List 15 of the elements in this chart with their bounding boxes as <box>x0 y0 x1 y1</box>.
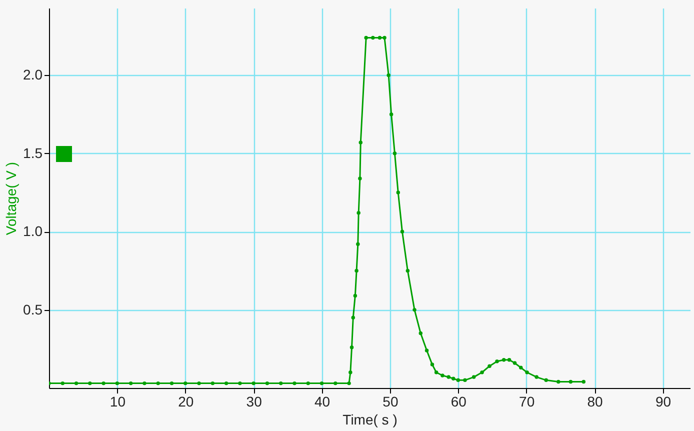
x-tick-label: 50 <box>382 394 398 410</box>
x-axis-title: Time( s ) <box>342 412 398 428</box>
x-tick-label: 60 <box>450 394 467 410</box>
x-tick-label: 20 <box>178 394 194 410</box>
x-tick-label: 70 <box>519 394 535 410</box>
x-tick-label: 90 <box>655 394 672 410</box>
y-axis-title: Voltage( V ) <box>3 162 20 236</box>
x-tick-label: 40 <box>314 394 330 410</box>
x-tick-label: 30 <box>246 394 262 410</box>
y-tick-label: 0.5 <box>23 301 43 318</box>
y-tick-label: 2.0 <box>23 66 43 83</box>
x-tick-label: 80 <box>587 394 604 410</box>
y-tick-label: 1.5 <box>23 144 43 161</box>
x-tick-label: 10 <box>110 394 126 410</box>
y-tick-label: 1.0 <box>23 223 43 240</box>
